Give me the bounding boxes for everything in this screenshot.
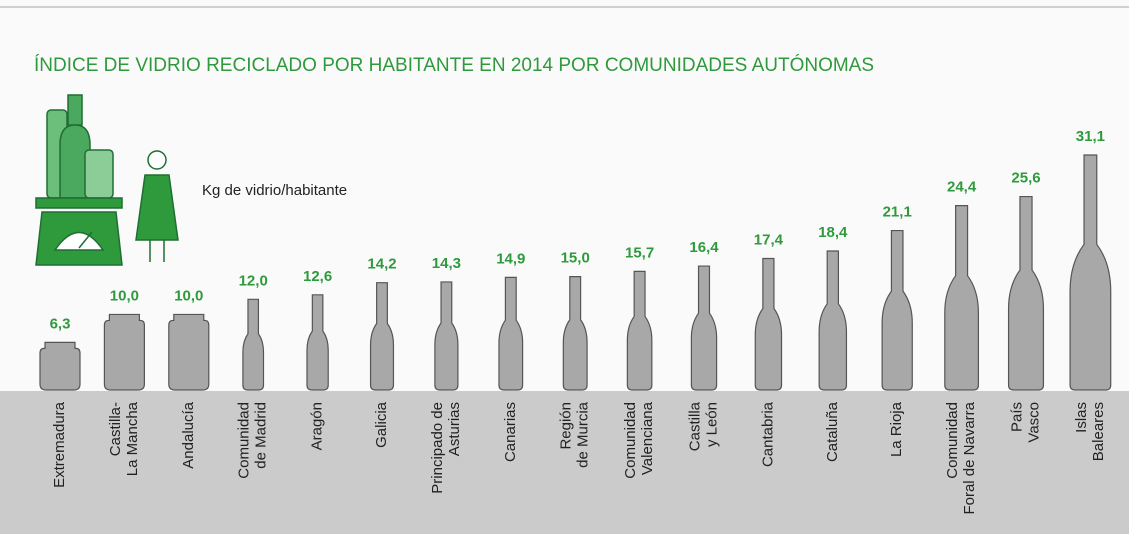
bar	[306, 294, 329, 391]
x-tick-label-line: Islas	[1073, 402, 1090, 433]
x-tick-label: Castillay León	[686, 401, 720, 451]
bar	[626, 270, 653, 391]
top-border	[0, 6, 1129, 8]
x-tick-label-line: La Mancha	[124, 401, 141, 476]
bar	[562, 276, 588, 391]
x-tick-label: Comunidadde Madrid	[236, 402, 270, 479]
x-tick-label: ComunidadForal de Navarra	[944, 401, 978, 514]
x-tick-label-line: Canarias	[502, 402, 519, 462]
value-label: 12,6	[303, 268, 332, 285]
x-tick-label: Andalucía	[180, 401, 197, 468]
x-tick-label-line: Comunidad	[944, 402, 961, 479]
x-tick-label-line: Valenciana	[639, 401, 656, 475]
x-tick-label: Extremadura	[51, 401, 68, 488]
value-label: 31,1	[1076, 128, 1105, 145]
bar	[242, 298, 265, 391]
x-tick-label-line: de Murcia	[575, 401, 592, 468]
x-tick-label-line: Región	[558, 402, 575, 450]
value-label: 15,7	[625, 244, 654, 261]
value-label: 25,6	[1011, 170, 1040, 187]
bar	[944, 205, 980, 391]
x-tick-label-line: Comunidad	[236, 402, 253, 479]
bar	[754, 257, 783, 391]
value-label: 16,4	[689, 239, 719, 256]
x-tick-label: Canarias	[502, 402, 519, 462]
x-tick-label-line: Aragón	[309, 402, 326, 450]
bar	[498, 276, 524, 391]
label-band	[0, 391, 1129, 534]
value-label: 21,1	[883, 204, 912, 221]
x-tick-label: Cantabria	[759, 401, 776, 467]
x-tick-label-line: Galicia	[373, 401, 390, 448]
x-tick-label: Principado deAsturias	[429, 402, 463, 494]
x-tick-label-line: Baleares	[1090, 402, 1107, 461]
x-tick-label: Galicia	[373, 401, 390, 448]
x-tick-label: Castilla-La Mancha	[107, 401, 141, 476]
bar	[369, 282, 395, 391]
chart-title: ÍNDICE DE VIDRIO RECICLADO POR HABITANTE…	[34, 54, 874, 76]
x-tick-label: PaísVasco	[1008, 402, 1042, 443]
x-tick-label-line: Castilla-	[107, 402, 124, 456]
value-label: 10,0	[110, 287, 139, 304]
value-label: 14,9	[496, 250, 525, 267]
x-tick-label-line: Vasco	[1025, 402, 1042, 443]
x-tick-label-line: Principado de	[429, 402, 446, 494]
x-tick-label-line: Comunidad	[622, 402, 639, 479]
x-tick-label: Regiónde Murcia	[558, 401, 592, 468]
x-tick-label: IslasBaleares	[1073, 402, 1107, 461]
x-tick-label-line: Extremadura	[51, 401, 68, 488]
bar	[818, 250, 848, 391]
x-tick-label-line: Castilla	[686, 401, 703, 451]
value-label: 17,4	[754, 231, 784, 248]
bar	[168, 313, 210, 391]
value-label: 6,3	[50, 315, 71, 332]
bar	[881, 229, 913, 391]
x-tick-label-line: La Rioja	[888, 401, 905, 457]
value-label: 10,0	[174, 287, 203, 304]
x-tick-label-line: Cantabria	[759, 401, 776, 467]
value-label: 24,4	[947, 179, 977, 196]
value-label: 14,3	[432, 255, 461, 272]
x-tick-label-line: Cataluña	[824, 401, 841, 462]
x-tick-label-line: País	[1008, 402, 1025, 432]
x-tick-label-line: y León	[703, 402, 720, 447]
x-tick-label-line: Andalucía	[180, 401, 197, 468]
unit-label: Kg de vidrio/habitante	[202, 182, 347, 199]
x-tick-label: ComunidadValenciana	[622, 401, 656, 478]
x-tick-label: Aragón	[309, 402, 326, 450]
x-tick-label-line: Asturias	[446, 402, 463, 456]
x-tick-label: La Rioja	[888, 401, 905, 457]
bar	[434, 281, 459, 391]
bar	[39, 341, 81, 391]
value-label: 18,4	[818, 224, 848, 241]
bar	[1069, 154, 1112, 391]
value-label: 15,0	[561, 250, 590, 267]
x-tick-label: Cataluña	[824, 401, 841, 462]
value-label: 14,2	[367, 256, 396, 273]
x-tick-label-line: de Madrid	[253, 402, 270, 469]
value-label: 12,0	[239, 272, 268, 289]
bar	[1007, 195, 1045, 391]
x-tick-label-line: Foral de Navarra	[961, 401, 978, 514]
icon	[35, 94, 179, 266]
bar	[690, 265, 718, 391]
bar	[103, 313, 145, 391]
